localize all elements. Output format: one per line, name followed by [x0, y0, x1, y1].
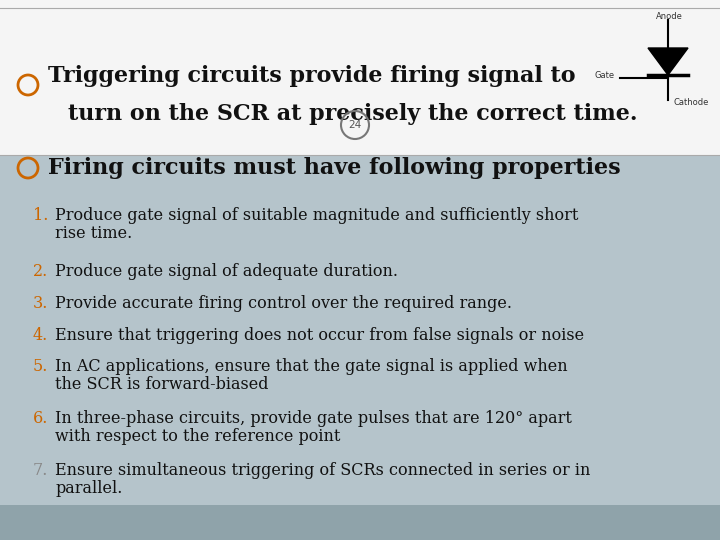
Polygon shape [648, 48, 688, 75]
Bar [0, 155, 720, 505]
Text: 7.: 7. [32, 462, 48, 479]
Text: turn on the SCR at precisely the correct time.: turn on the SCR at precisely the correct… [68, 103, 637, 125]
Text: In AC applications, ensure that the gate signal is applied when: In AC applications, ensure that the gate… [55, 358, 567, 375]
Text: 6.: 6. [32, 410, 48, 427]
Bar [0, 0, 720, 155]
Text: 24: 24 [348, 120, 361, 130]
Text: Anode: Anode [656, 12, 683, 21]
Text: 1.: 1. [32, 207, 48, 224]
Text: the SCR is forward-biased: the SCR is forward-biased [55, 376, 269, 393]
Bar [0, 505, 720, 540]
Text: 3.: 3. [32, 295, 48, 312]
Text: Firing circuits must have following properties: Firing circuits must have following prop… [48, 157, 621, 179]
Text: 5.: 5. [32, 358, 48, 375]
Text: 4.: 4. [32, 327, 48, 344]
Text: with respect to the reference point: with respect to the reference point [55, 428, 341, 445]
Text: Provide accurate firing control over the required range.: Provide accurate firing control over the… [55, 295, 512, 312]
Text: Triggering circuits provide firing signal to: Triggering circuits provide firing signa… [48, 65, 575, 87]
Text: Ensure that triggering does not occur from false signals or noise: Ensure that triggering does not occur fr… [55, 327, 584, 344]
Text: parallel.: parallel. [55, 480, 122, 497]
Text: Cathode: Cathode [674, 98, 709, 107]
Text: 2.: 2. [32, 263, 48, 280]
Text: Produce gate signal of suitable magnitude and sufficiently short: Produce gate signal of suitable magnitud… [55, 207, 578, 224]
Text: Produce gate signal of adequate duration.: Produce gate signal of adequate duration… [55, 263, 398, 280]
Text: Gate: Gate [595, 71, 615, 80]
Text: Ensure simultaneous triggering of SCRs connected in series or in: Ensure simultaneous triggering of SCRs c… [55, 462, 590, 479]
Text: rise time.: rise time. [55, 225, 132, 242]
Text: In three-phase circuits, provide gate pulses that are 120° apart: In three-phase circuits, provide gate pu… [55, 410, 572, 427]
